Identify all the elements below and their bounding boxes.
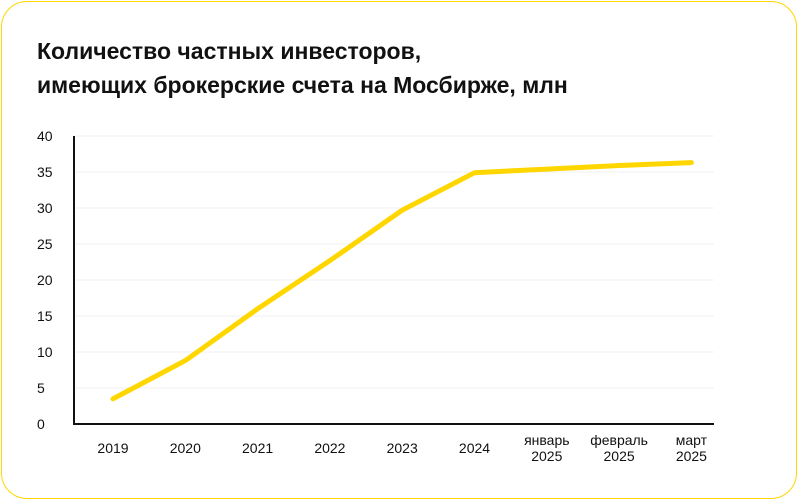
y-tick-label: 35 [37,164,53,180]
chart-title-line-2: имеющих брокерские счета на Мосбирже, мл… [37,72,568,98]
x-tick-label: 2021 [242,440,273,456]
x-tick-label: январь 2025 [524,432,569,464]
x-tick-label-line: январь [524,432,569,448]
y-tick-label: 15 [37,308,53,324]
y-tick-label: 30 [37,200,53,216]
x-tick-label-line: 2025 [604,448,635,464]
x-tick-label-line: февраль [590,432,648,448]
grid-lines [74,135,714,389]
y-tick-label: 0 [37,416,45,432]
x-tick-label: 2019 [97,440,128,456]
x-tick-label: март 2025 [676,432,708,464]
y-tick-label: 20 [37,272,53,288]
x-tick-label: 2022 [314,440,345,456]
y-axis-tick-labels: 0 5 10 15 20 25 30 35 40 [37,128,53,432]
chart-title-line-1: Количество частных инвесторов, [37,38,422,64]
y-tick-label: 25 [37,236,53,252]
x-tick-label-line: 2025 [531,448,562,464]
y-tick-label: 40 [37,128,53,144]
chart-title: Количество частных инвесторов, имеющих б… [37,34,737,102]
x-tick-label-line: 2025 [676,448,707,464]
x-tick-label: 2020 [170,440,201,456]
x-tick-label: февраль 2025 [590,432,648,464]
x-tick-label: 2024 [459,440,490,456]
x-tick-label: 2023 [387,440,418,456]
series-group [110,160,694,402]
x-tick-label-line: март [676,432,708,448]
y-tick-label: 5 [37,380,45,396]
y-tick-label: 10 [37,344,53,360]
series-line [110,160,694,402]
x-axis-tick-labels: 2019 2020 2021 2022 2023 2024 январь 2025феврал… [97,432,707,464]
